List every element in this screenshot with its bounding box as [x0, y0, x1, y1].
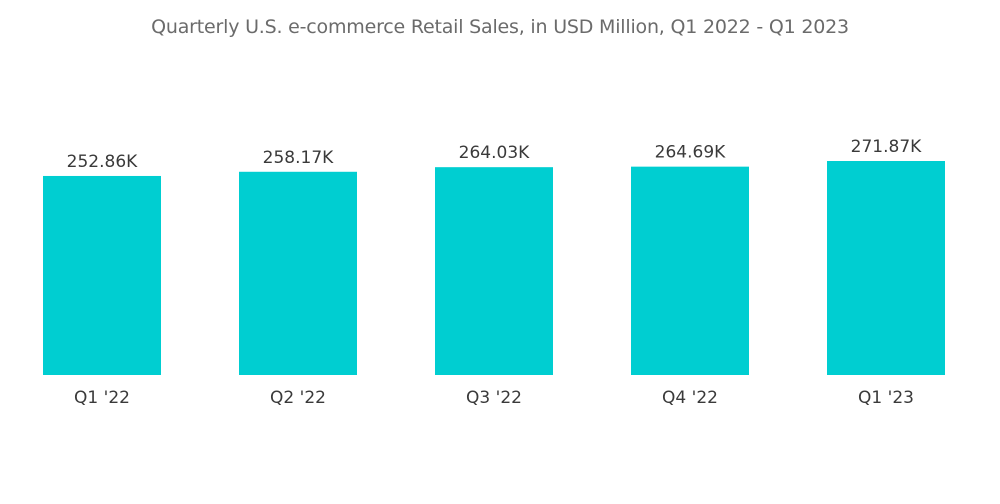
bar-2 [239, 171, 357, 375]
x-tick-label-4: Q4 '22 [662, 388, 718, 408]
bar-value-label-2: 258.17K [263, 148, 334, 168]
x-tick-label-3: Q3 '22 [466, 388, 522, 408]
bar-value-label-3: 264.03K [459, 143, 530, 163]
bar-1 [43, 175, 161, 375]
chart-title: Quarterly U.S. e-commerce Retail Sales, … [151, 16, 849, 38]
bar-3 [435, 167, 553, 375]
bar-value-label-5: 271.87K [851, 137, 922, 157]
x-tick-label-1: Q1 '22 [74, 388, 130, 408]
bar-value-label-1: 252.86K [67, 152, 138, 172]
bar-5 [827, 161, 945, 375]
x-tick-label-5: Q1 '23 [858, 388, 914, 408]
x-tick-label-2: Q2 '22 [270, 388, 326, 408]
bar-4 [631, 166, 749, 375]
bar-value-label-4: 264.69K [655, 143, 726, 163]
